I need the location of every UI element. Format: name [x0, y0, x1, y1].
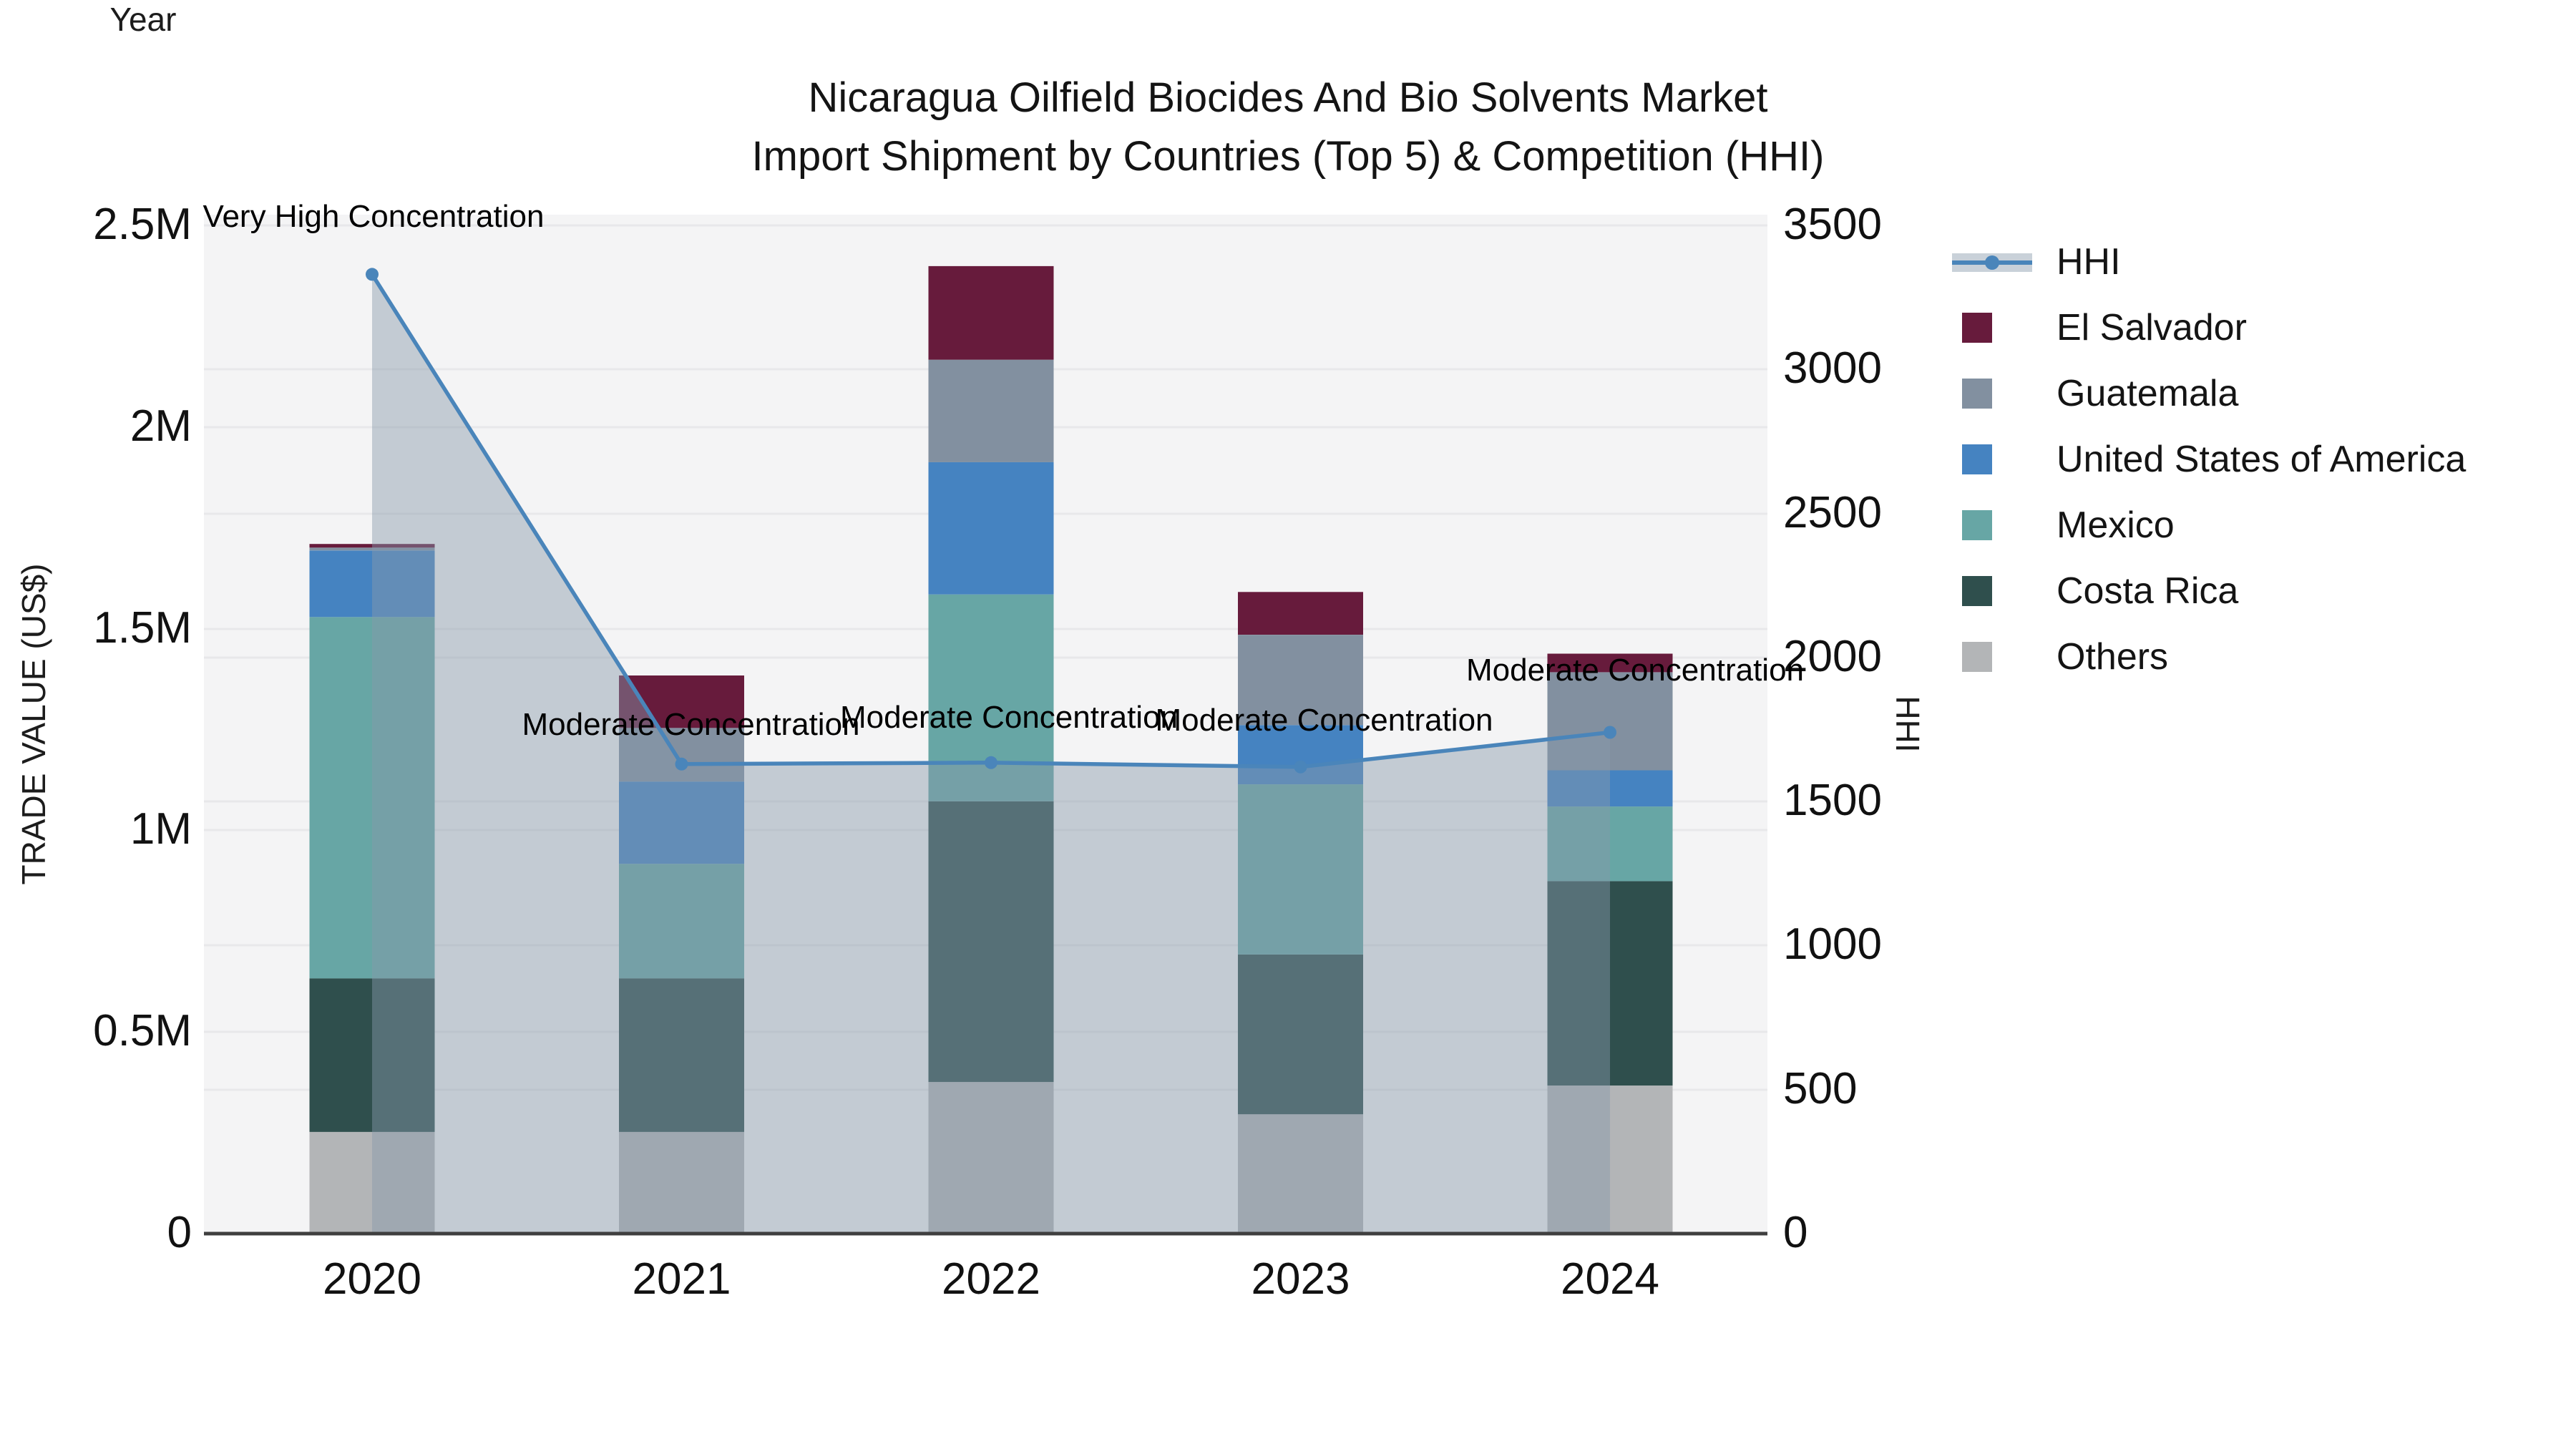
chart-title-line2: Import Shipment by Countries (Top 5) & C…: [751, 133, 1825, 180]
bar-segment-el_salvador-2023: [1238, 592, 1363, 635]
legend-item-others: Others: [1949, 624, 2466, 690]
color-swatch-icon: [1949, 295, 2035, 361]
bar-segment-others-2024: [1547, 1085, 1673, 1234]
annotation-2020: Very High Concentration: [203, 199, 545, 235]
swatch-el_salvador: [1962, 313, 1992, 343]
hhi-marker-2024: [1604, 726, 1616, 739]
x-tick-2021: 2021: [632, 1254, 731, 1304]
y-left-tick-2.5M: 2.5M: [93, 200, 192, 249]
bar-segment-others-2023: [1238, 1114, 1363, 1234]
hhi-marker-2020: [366, 268, 379, 281]
bar-segment-el_salvador-2024: [1547, 653, 1673, 673]
bar-segment-usa-2022: [928, 462, 1054, 595]
y-right-tick-2000: 2000: [1783, 631, 1882, 681]
x-tick-2023: 2023: [1251, 1254, 1350, 1304]
legend-label: Mexico: [2057, 504, 2175, 546]
bar-segment-guatemala-2020: [309, 547, 435, 551]
x-axis-label: Year: [109, 1, 177, 38]
legend-item-united-states-of-america: United States of America: [1949, 426, 2466, 492]
chart-title: Nicaragua Oilfield Biocides And Bio Solv…: [0, 69, 2576, 186]
bar-segment-others-2021: [619, 1132, 744, 1234]
color-swatch-icon: [1949, 558, 2035, 624]
swatch-mexico: [1962, 510, 1992, 540]
bar-segment-others-2020: [309, 1132, 435, 1234]
bar-segment-costa_rica-2020: [309, 978, 435, 1132]
hhi-marker-2022: [985, 756, 997, 769]
bar-segment-guatemala-2021: [619, 728, 744, 782]
legend-label: Others: [2057, 636, 2169, 678]
hhi-line-swatch-icon: [1949, 229, 2035, 295]
bar-segment-usa-2020: [309, 550, 435, 618]
chart-title-line1: Nicaragua Oilfield Biocides And Bio Solv…: [808, 74, 1768, 121]
y-left-tick-2M: 2M: [130, 401, 192, 451]
color-swatch-icon: [1949, 361, 2035, 426]
y-left-tick-1.5M: 1.5M: [93, 602, 192, 653]
annotation-2024: Moderate Concentration: [1465, 652, 1805, 688]
x-tick-2024: 2024: [1561, 1254, 1659, 1304]
y-right-tick-3000: 3000: [1783, 343, 1882, 394]
legend-item-guatemala: Guatemala: [1949, 361, 2466, 426]
color-swatch-icon: [1949, 426, 2035, 492]
y-left-tick-0: 0: [167, 1208, 192, 1257]
hhi-area-fill: [372, 274, 1610, 1234]
x-tick-2020: 2020: [323, 1254, 421, 1304]
swatch-guatemala: [1962, 379, 1992, 409]
y-left-tick-1M: 1M: [130, 804, 192, 854]
bar-segment-guatemala-2023: [1238, 635, 1363, 726]
y-right-tick-2500: 2500: [1783, 487, 1882, 537]
bar-segment-el_salvador-2022: [928, 265, 1054, 360]
bar-segment-usa-2023: [1238, 725, 1363, 785]
hhi-swatch-part: [1985, 255, 1999, 270]
legend-label: Costa Rica: [2057, 570, 2239, 612]
color-swatch-icon: [1949, 624, 2035, 690]
legend: HHI El Salvador Guatemala United States of …: [1949, 229, 2466, 690]
bar-segment-usa-2021: [619, 781, 744, 864]
legend-label: HHI: [2057, 241, 2121, 283]
bar-segment-guatemala-2024: [1547, 672, 1673, 771]
annotation-2023: Moderate Concentration: [1155, 702, 1493, 738]
bar-segment-mexico-2023: [1238, 784, 1363, 955]
bar-segment-costa_rica-2022: [928, 801, 1054, 1083]
legend-label: Guatemala: [2057, 373, 2239, 414]
legend-label: El Salvador: [2057, 307, 2247, 348]
bar-segment-usa-2024: [1547, 770, 1673, 807]
bar-segment-el_salvador-2021: [619, 675, 744, 728]
annotation-2021: Moderate Concentration: [522, 706, 860, 742]
legend-item-costa-rica: Costa Rica: [1949, 558, 2466, 624]
bar-segment-mexico-2020: [309, 617, 435, 979]
y-right-tick-3500: 3500: [1783, 200, 1882, 249]
legend-item-hhi: HHI: [1949, 229, 2466, 295]
hhi-marker-2021: [675, 757, 688, 771]
bar-segment-costa_rica-2024: [1547, 881, 1673, 1086]
swatch-others: [1962, 642, 1992, 672]
bar-segment-guatemala-2022: [928, 359, 1054, 462]
y-right-tick-1500: 1500: [1783, 776, 1882, 826]
annotation-2022: Moderate Concentration: [839, 699, 1179, 735]
y-axis-label-left: TRADE VALUE (US$): [15, 563, 52, 885]
legend-label: United States of America: [2057, 439, 2467, 480]
bar-segment-others-2022: [928, 1082, 1054, 1234]
bar-segment-costa_rica-2023: [1238, 955, 1363, 1115]
bar-segment-mexico-2021: [619, 864, 744, 979]
bar-segment-el_salvador-2020: [309, 544, 435, 548]
legend-item-el-salvador: El Salvador: [1949, 295, 2466, 361]
y-right-tick-500: 500: [1783, 1063, 1858, 1113]
bar-segment-mexico-2024: [1547, 806, 1673, 882]
bar-segment-costa_rica-2021: [619, 978, 744, 1132]
swatch-costa_rica: [1962, 576, 1992, 606]
hhi-marker-2023: [1294, 760, 1307, 774]
swatch-usa: [1962, 444, 1992, 474]
x-tick-2022: 2022: [942, 1254, 1040, 1304]
y-right-tick-0: 0: [1783, 1208, 1808, 1257]
color-swatch-icon: [1949, 492, 2035, 558]
legend-item-mexico: Mexico: [1949, 492, 2466, 558]
y-left-tick-0.5M: 0.5M: [93, 1006, 192, 1056]
y-right-tick-1000: 1000: [1783, 919, 1882, 970]
